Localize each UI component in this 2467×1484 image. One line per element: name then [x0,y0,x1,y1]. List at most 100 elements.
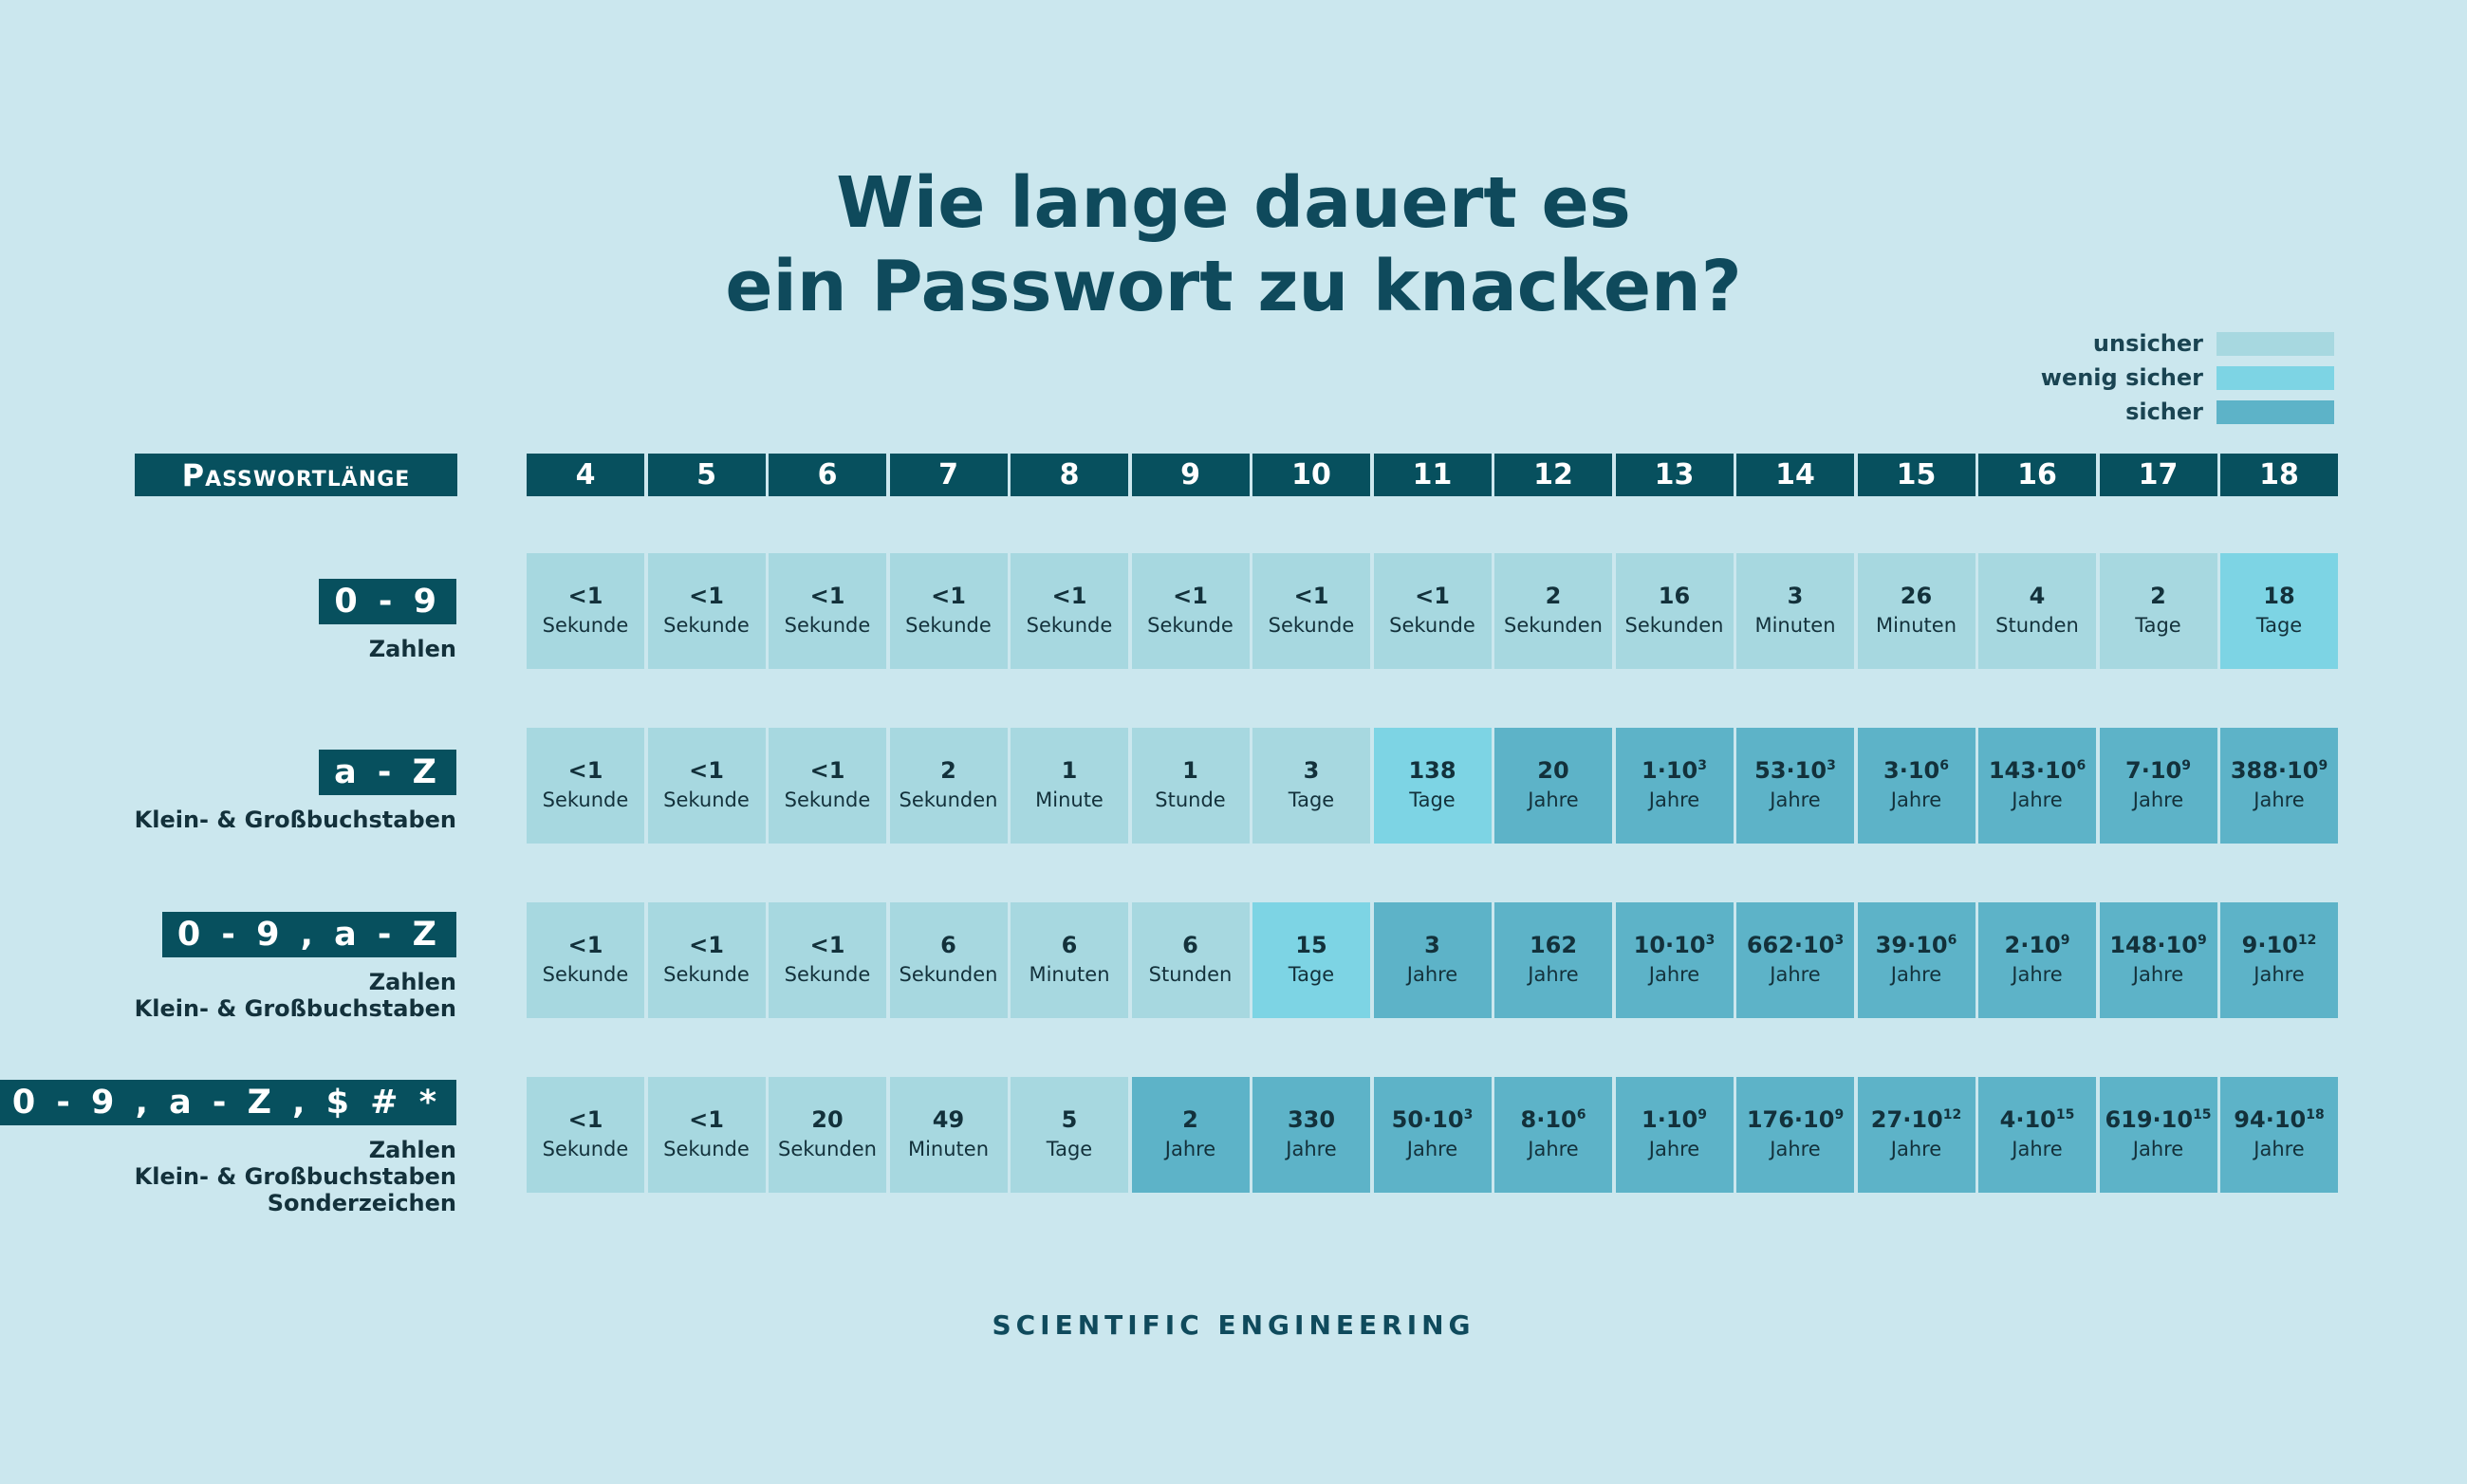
column-header-14: 14 [1736,454,1854,496]
table-cell: 3 Minuten [1736,553,1854,669]
cell-unit: Sekunde [663,1138,750,1160]
cell-unit: Stunden [1148,963,1233,986]
cell-unit: Sekunden [1504,614,1603,637]
table-cell: <1 Sekunde [647,553,766,669]
cell-value: <1 [689,932,724,958]
row-charset-badge: a - Z [319,750,456,795]
column-header-18: 18 [2220,454,2338,496]
cell-exponent: 18 [2306,1107,2325,1122]
cell-value: <1 [809,583,845,609]
cell-unit: Stunde [1155,788,1226,811]
legend-item-sicher: sicher [2041,395,2334,429]
cell-value: 20 [811,1106,844,1133]
legend-label: unsicher [2092,330,2203,357]
table-cell: 6 Sekunden [889,902,1008,1018]
cell-value: 4·1015 [1999,1106,2075,1133]
cell-value: 662·103 [1746,932,1845,958]
cell-value: 27·1012 [1870,1106,1962,1133]
cell-value: 1·103 [1642,757,1707,784]
cell-exponent: 15 [2055,1107,2075,1122]
cell-unit: Jahre [2132,788,2184,811]
table-cell: 330 Jahre [1252,1077,1370,1193]
table-cell: 18 Tage [2220,553,2338,669]
cell-value: 176·109 [1746,1106,1845,1133]
cell-exponent: 12 [1942,1107,1962,1122]
cell-unit: Sekunde [542,614,629,637]
row-charset-badge: 0 - 9 , a - Z , $ # * [0,1080,456,1125]
password-length-header: Passwortlänge [135,454,457,496]
table-cell: 1 Minute [1011,728,1128,844]
cell-value: 4 [2029,583,2046,609]
table-cell: 3 Jahre [1373,902,1492,1018]
cell-exponent: 3 [1463,1107,1474,1122]
title-line-2: ein Passwort zu knacken? [725,246,1742,327]
cell-value: <1 [1173,583,1208,609]
table-cell: 94·1018 Jahre [2220,1077,2338,1193]
cell-unit: Tage [2255,614,2303,637]
cell-unit: Sekunde [1026,614,1113,637]
table-cell: 50·103 Jahre [1373,1077,1492,1193]
legend-item-wenig-sicher: wenig sicher [2041,361,2334,395]
table-cell: 10·103 Jahre [1615,902,1734,1018]
cell-exponent: 9 [1834,1107,1845,1122]
column-header-12: 12 [1494,454,1612,496]
cell-unit: Sekunden [778,1138,877,1160]
cell-unit: Minute [1035,788,1104,811]
table-cell: 619·1015 Jahre [2099,1077,2217,1193]
cell-unit: Jahre [1770,788,1821,811]
table-cell: <1 Sekunde [769,902,886,1018]
column-header-6: 6 [769,454,886,496]
cell-value: <1 [567,932,603,958]
column-header-10: 10 [1252,454,1370,496]
cell-exponent: 3 [1834,933,1845,948]
cell-unit: Jahre [1648,788,1700,811]
cell-unit: Jahre [1528,963,1579,986]
cell-value: 143·106 [1988,757,2087,784]
table-cell: 148·109 Jahre [2099,902,2217,1018]
legend: unsicher wenig sicher sicher [2041,326,2334,429]
table-cell: 6 Stunden [1131,902,1250,1018]
table-cell: <1 Sekunde [527,553,644,669]
row-description-line: Zahlen [368,1137,456,1163]
cell-value: 1·109 [1642,1106,1707,1133]
table-cell: 20 Jahre [1494,728,1612,844]
table-cell: 143·106 Jahre [1978,728,2096,844]
table-cell: 2 Tage [2099,553,2217,669]
cell-unit: Jahre [1164,1138,1216,1160]
legend-swatch [2217,331,2334,356]
cell-value: <1 [689,1106,724,1133]
cell-unit: Tage [2135,614,2181,637]
cell-value: <1 [1051,583,1087,609]
cell-value: 388·109 [2230,757,2328,784]
cell-unit: Sekunde [663,963,750,986]
cell-value: 3 [1303,757,1320,784]
cell-exponent: 6 [2076,758,2087,773]
table-cell: 27·1012 Jahre [1857,1077,1975,1193]
table-cell: 1·109 Jahre [1615,1077,1734,1193]
table-cell: 16 Sekunden [1615,553,1734,669]
cell-unit: Jahre [1648,963,1700,986]
cell-value: <1 [809,757,845,784]
column-header-7: 7 [889,454,1008,496]
cell-exponent: 9 [2197,933,2207,948]
cell-value: 8·106 [1520,1106,1586,1133]
cell-value: 10·103 [1633,932,1716,958]
cell-exponent: 3 [1705,933,1716,948]
legend-label: sicher [2125,399,2203,425]
table-cell: 3 Tage [1252,728,1370,844]
page-title: Wie lange dauert es ein Passwort zu knac… [0,161,2467,328]
table-cell: <1 Sekunde [1131,553,1250,669]
cell-unit: Jahre [2254,788,2305,811]
cell-value: 6 [1061,932,1078,958]
column-header-16: 16 [1978,454,2096,496]
cell-value: 6 [1182,932,1198,958]
cell-value: 49 [932,1106,965,1133]
cell-unit: Jahre [1286,1138,1337,1160]
column-header-5: 5 [647,454,766,496]
table-cell: <1 Sekunde [1373,553,1492,669]
table-cell: 1·103 Jahre [1615,728,1734,844]
cell-unit: Jahre [2254,963,2305,986]
cell-unit: Sekunde [784,963,871,986]
cell-value: 2 [1545,583,1562,609]
cell-value: <1 [931,583,966,609]
